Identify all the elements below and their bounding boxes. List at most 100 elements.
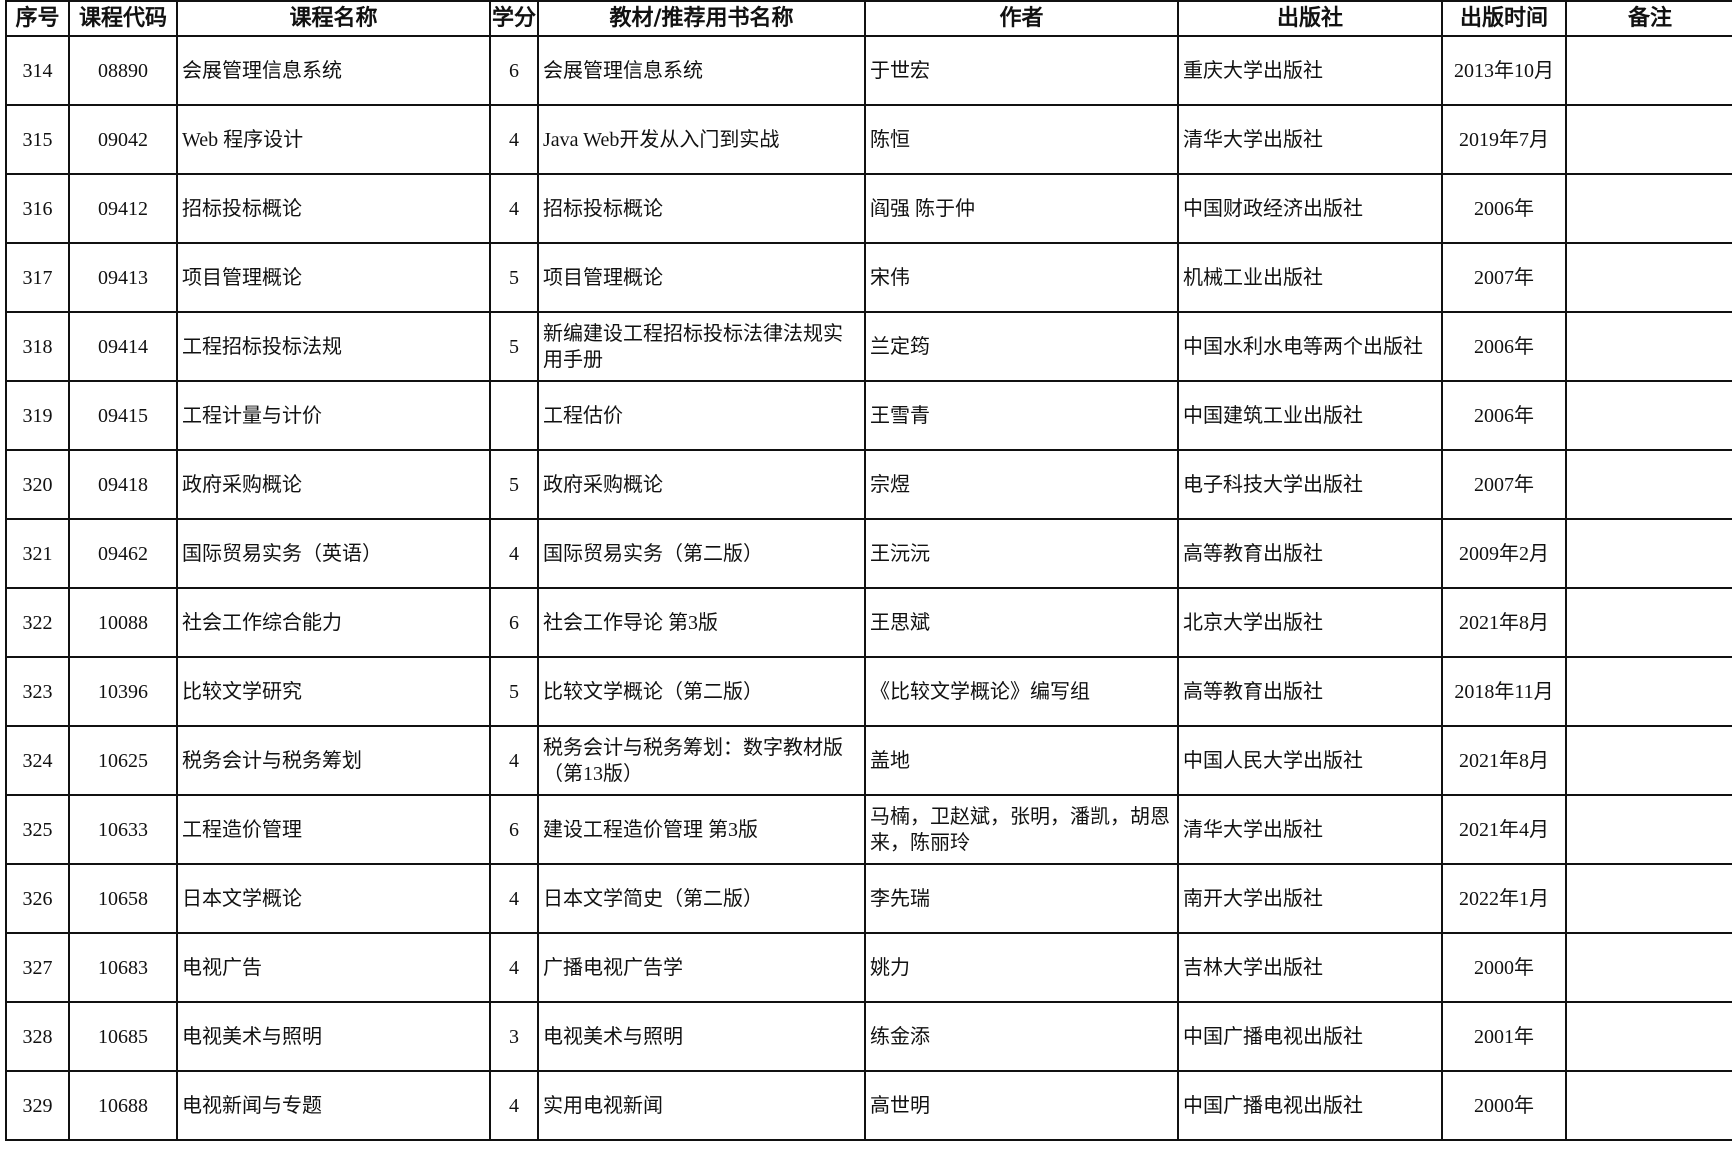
cell-publisher: 高等教育出版社: [1177, 518, 1443, 589]
cell-publisher: 中国人民大学出版社: [1177, 725, 1443, 796]
cell-credit: 4: [489, 863, 539, 934]
cell-note: [1565, 449, 1732, 520]
cell-credit: 4: [489, 518, 539, 589]
table-row: 317 09413 项目管理概论 5 项目管理概论 宋伟 机械工业出版社 2007年: [5, 242, 1732, 313]
cell-publisher: 中国财政经济出版社: [1177, 173, 1443, 244]
cell-note: [1565, 311, 1732, 382]
cell-book: 政府采购概论: [537, 449, 866, 520]
cell-author: 阎强 陈于仲: [864, 173, 1179, 244]
cell-code: 10658: [68, 863, 178, 934]
cell-date: 2000年: [1441, 1070, 1567, 1141]
cell-note: [1565, 863, 1732, 934]
table-row: 325 10633 工程造价管理 6 建设工程造价管理 第3版 马楠，卫赵斌，张明，潘凯，…: [5, 794, 1732, 865]
textbook-table: 序号 课程代码 课程名称 学分 教材/推荐用书名称 作者 出版社 出版时间 备注…: [5, 0, 1732, 1141]
table-row: 320 09418 政府采购概论 5 政府采购概论 宗煜 电子科技大学出版社 2007年: [5, 449, 1732, 520]
cell-book: 比较文学概论（第二版）: [537, 656, 866, 727]
cell-course: 工程造价管理: [176, 794, 491, 865]
cell-course: 工程计量与计价: [176, 380, 491, 451]
cell-date: 2021年8月: [1441, 587, 1567, 658]
cell-note: [1565, 1001, 1732, 1072]
cell-note: [1565, 932, 1732, 1003]
cell-note: [1565, 794, 1732, 865]
cell-course: 会展管理信息系统: [176, 35, 491, 106]
cell-date: 2006年: [1441, 173, 1567, 244]
cell-note: [1565, 104, 1732, 175]
cell-note: [1565, 35, 1732, 106]
cell-seq: 328: [5, 1001, 70, 1072]
cell-author: 陈恒: [864, 104, 1179, 175]
cell-author: 盖地: [864, 725, 1179, 796]
cell-credit: 6: [489, 794, 539, 865]
cell-code: 09414: [68, 311, 178, 382]
cell-book: 工程估价: [537, 380, 866, 451]
cell-date: 2021年4月: [1441, 794, 1567, 865]
cell-date: 2018年11月: [1441, 656, 1567, 727]
cell-course: 招标投标概论: [176, 173, 491, 244]
cell-author: 宗煜: [864, 449, 1179, 520]
table-row: 322 10088 社会工作综合能力 6 社会工作导论 第3版 王思斌 北京大学出版社 202…: [5, 587, 1732, 658]
cell-course: 税务会计与税务筹划: [176, 725, 491, 796]
cell-date: 2019年7月: [1441, 104, 1567, 175]
cell-publisher: 中国水利水电等两个出版社: [1177, 311, 1443, 382]
cell-seq: 321: [5, 518, 70, 589]
cell-note: [1565, 1070, 1732, 1141]
cell-publisher: 吉林大学出版社: [1177, 932, 1443, 1003]
table-row: 316 09412 招标投标概论 4 招标投标概论 阎强 陈于仲 中国财政经济出版社 2006…: [5, 173, 1732, 244]
header-credit: 学分: [489, 0, 539, 37]
cell-publisher: 重庆大学出版社: [1177, 35, 1443, 106]
cell-credit: 5: [489, 311, 539, 382]
table-row: 315 09042 Web 程序设计 4 Java Web开发从入门到实战 陈恒 清华大学出…: [5, 104, 1732, 175]
table-row: 314 08890 会展管理信息系统 6 会展管理信息系统 于世宏 重庆大学出版社 2013年…: [5, 35, 1732, 106]
cell-publisher: 电子科技大学出版社: [1177, 449, 1443, 520]
cell-date: 2006年: [1441, 380, 1567, 451]
cell-credit: 3: [489, 1001, 539, 1072]
cell-code: 10396: [68, 656, 178, 727]
cell-code: 08890: [68, 35, 178, 106]
cell-date: 2009年2月: [1441, 518, 1567, 589]
cell-author: 高世明: [864, 1070, 1179, 1141]
cell-publisher: 机械工业出版社: [1177, 242, 1443, 313]
cell-seq: 318: [5, 311, 70, 382]
cell-code: 09462: [68, 518, 178, 589]
cell-book: 社会工作导论 第3版: [537, 587, 866, 658]
cell-book: 广播电视广告学: [537, 932, 866, 1003]
cell-date: 2000年: [1441, 932, 1567, 1003]
cell-course: Web 程序设计: [176, 104, 491, 175]
cell-publisher: 高等教育出版社: [1177, 656, 1443, 727]
cell-author: 练金添: [864, 1001, 1179, 1072]
cell-author: 《比较文学概论》编写组: [864, 656, 1179, 727]
cell-seq: 320: [5, 449, 70, 520]
cell-credit: 6: [489, 587, 539, 658]
header-author: 作者: [864, 0, 1179, 37]
cell-author: 王雪青: [864, 380, 1179, 451]
cell-publisher: 中国广播电视出版社: [1177, 1001, 1443, 1072]
table-body: 314 08890 会展管理信息系统 6 会展管理信息系统 于世宏 重庆大学出版社 2013年…: [5, 35, 1732, 1141]
cell-seq: 327: [5, 932, 70, 1003]
cell-course: 工程招标投标法规: [176, 311, 491, 382]
table-row: 318 09414 工程招标投标法规 5 新编建设工程招标投标法律法规实用手册 兰定筠 中国…: [5, 311, 1732, 382]
cell-date: 2001年: [1441, 1001, 1567, 1072]
cell-code: 10685: [68, 1001, 178, 1072]
cell-author: 王思斌: [864, 587, 1179, 658]
header-row: 序号 课程代码 课程名称 学分 教材/推荐用书名称 作者 出版社 出版时间 备注: [5, 0, 1732, 37]
cell-credit: 4: [489, 725, 539, 796]
table-row: 323 10396 比较文学研究 5 比较文学概论（第二版） 《比较文学概论》编写组 高等教…: [5, 656, 1732, 727]
cell-seq: 317: [5, 242, 70, 313]
cell-date: 2013年10月: [1441, 35, 1567, 106]
cell-publisher: 清华大学出版社: [1177, 104, 1443, 175]
cell-code: 09413: [68, 242, 178, 313]
cell-date: 2022年1月: [1441, 863, 1567, 934]
cell-seq: 323: [5, 656, 70, 727]
cell-code: 10088: [68, 587, 178, 658]
cell-seq: 324: [5, 725, 70, 796]
cell-note: [1565, 173, 1732, 244]
cell-date: 2006年: [1441, 311, 1567, 382]
cell-seq: 316: [5, 173, 70, 244]
table-row: 319 09415 工程计量与计价 工程估价 王雪青 中国建筑工业出版社 2006年: [5, 380, 1732, 451]
cell-note: [1565, 587, 1732, 658]
cell-seq: 319: [5, 380, 70, 451]
table-row: 327 10683 电视广告 4 广播电视广告学 姚力 吉林大学出版社 2000年: [5, 932, 1732, 1003]
header-publisher: 出版社: [1177, 0, 1443, 37]
header-date: 出版时间: [1441, 0, 1567, 37]
header-book: 教材/推荐用书名称: [537, 0, 866, 37]
